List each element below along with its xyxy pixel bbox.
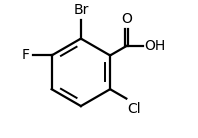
Text: F: F [22,48,30,63]
Text: O: O [121,12,132,26]
Text: Br: Br [73,3,89,17]
Text: OH: OH [144,39,165,53]
Text: Cl: Cl [128,102,141,116]
